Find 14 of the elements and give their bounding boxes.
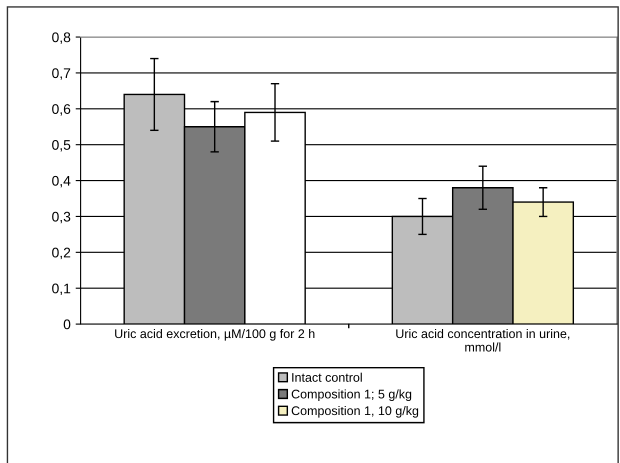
- y-tick-label: 0: [64, 319, 70, 330]
- y-tick-label: 0,6: [52, 104, 70, 116]
- y-tick-label: 0,3: [52, 212, 70, 224]
- y-tick-label: 0,4: [52, 176, 70, 188]
- y-tick-label: 0,1: [52, 284, 70, 296]
- y-tick-label: 0,7: [52, 68, 70, 80]
- x-tick-label: Uric acid excretion, µM/100 g for 2 h: [115, 328, 314, 341]
- y-tick-label: 0,5: [52, 140, 70, 152]
- legend-label: Intact control: [292, 372, 362, 382]
- legend-label: Composition 1, 10 g/kg: [292, 406, 418, 418]
- y-tick-label: 0,8: [52, 32, 70, 44]
- x-tick-label: Uric acid concentration in urine, mmol/l: [396, 328, 570, 352]
- legend-label: Composition 1; 5 g/kg: [292, 389, 412, 401]
- y-tick-label: 0,2: [52, 248, 70, 260]
